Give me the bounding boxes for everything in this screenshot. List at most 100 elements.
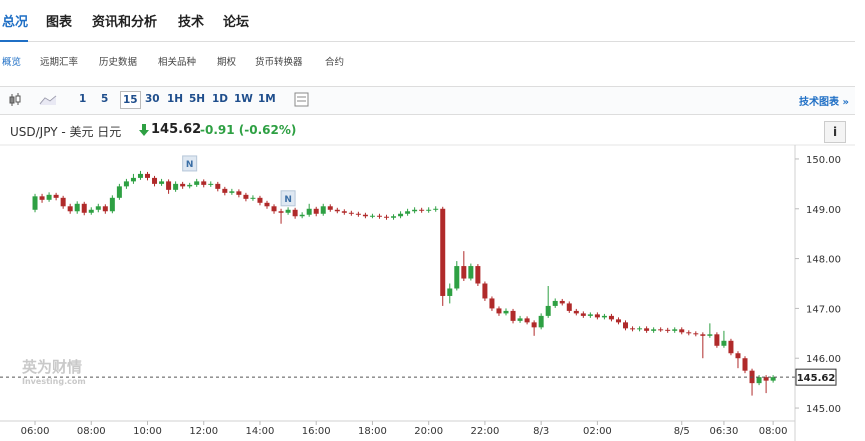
candle-body (208, 183, 214, 185)
candle-body (299, 214, 305, 217)
nav-tab[interactable]: 资讯和分析 (92, 15, 158, 30)
x-tick-label: 08:00 (759, 426, 788, 437)
news-marker-label: N (284, 195, 292, 205)
candle-body (341, 211, 347, 213)
x-tick-label: 16:00 (302, 426, 331, 437)
candle-body (524, 318, 530, 323)
candle-body (573, 310, 579, 314)
candle-body (109, 197, 115, 212)
interval[interactable]: 5H (189, 93, 206, 105)
toolbar-icons (9, 93, 57, 106)
candle-body (742, 358, 748, 371)
x-tick-label: 22:00 (471, 426, 500, 437)
candle-body (39, 196, 45, 200)
candle-body (426, 209, 432, 211)
nav-border (0, 41, 855, 42)
candle-body (489, 298, 495, 309)
candle-body (229, 191, 235, 193)
interval[interactable]: 1 (79, 93, 87, 105)
candle-body (447, 288, 453, 296)
nav-tab[interactable]: 技术 (178, 15, 205, 30)
sub-tab[interactable]: 合约 (325, 57, 345, 68)
candle-body (672, 329, 678, 331)
candle-body (74, 203, 80, 212)
news-marker-label: N (186, 160, 194, 170)
interval[interactable]: 1M (258, 93, 276, 105)
candle-body (327, 206, 333, 210)
candle-body (587, 314, 593, 316)
candle-body (707, 334, 713, 336)
x-tick-label: 06:00 (21, 426, 50, 437)
candle-body (468, 266, 474, 279)
change: -0.91 (-0.62%) (200, 123, 297, 137)
sub-tab[interactable]: 相关品种 (158, 57, 197, 68)
info-button[interactable]: i (824, 121, 846, 143)
candle-body (215, 183, 221, 189)
interval[interactable]: 30 (145, 93, 160, 105)
candle-body (376, 215, 382, 217)
news-marker[interactable] (182, 155, 198, 172)
sub-tab[interactable]: 历史数据 (99, 57, 138, 68)
candle-body (32, 196, 38, 210)
interval[interactable]: 1H (167, 93, 184, 105)
x-tick-label: 06:30 (710, 426, 739, 437)
candle-body (180, 183, 186, 187)
candle-body (257, 197, 263, 203)
candle-body (88, 209, 94, 213)
candle-body (362, 214, 368, 217)
nav-tab[interactable]: 论坛 (223, 15, 250, 30)
nav-tab[interactable]: 总况 (2, 15, 29, 30)
x-tick-label: 18:00 (358, 426, 387, 437)
x-tick-label: 12:00 (189, 426, 218, 437)
interval[interactable]: 1W (234, 93, 253, 105)
candle-body (644, 328, 650, 331)
candle-body (608, 315, 614, 320)
sub-tab[interactable]: 远期汇率 (40, 57, 79, 68)
candle-body (391, 216, 397, 218)
interval[interactable]: 15 (120, 91, 141, 109)
x-tick-label: 8/5 (674, 426, 690, 437)
settings-icon[interactable] (294, 91, 310, 109)
candle-body (278, 211, 284, 213)
candle-body (601, 315, 607, 318)
candle-body (637, 328, 643, 330)
candle-body (630, 328, 636, 330)
candle-body (623, 322, 629, 329)
x-tick-label: 02:00 (583, 426, 612, 437)
candle-body (313, 208, 319, 214)
sub-tab[interactable]: 货币转换器 (255, 57, 303, 68)
sub-tab[interactable]: 期权 (217, 57, 237, 68)
candle-body (510, 310, 516, 321)
interval[interactable]: 1D (212, 93, 229, 105)
candle-body (714, 334, 720, 346)
candle-body (236, 191, 242, 195)
y-tick-label: 146.00 (806, 354, 841, 365)
interval[interactable]: 5 (101, 93, 109, 105)
tech-chart-link[interactable]: 技术图表 » (799, 97, 849, 108)
candle-body (152, 177, 158, 184)
candle-body (412, 209, 418, 212)
sub-tab[interactable]: 概览 (2, 57, 22, 68)
last-price-box (795, 368, 837, 386)
candle-body (187, 184, 193, 187)
candle-body (60, 197, 66, 207)
candle-body (763, 377, 769, 381)
candle-body (194, 181, 200, 185)
candle-body (580, 313, 586, 316)
y-tick-label: 148.00 (806, 255, 841, 266)
news-marker[interactable] (280, 190, 296, 207)
candle-body (728, 340, 734, 354)
price: 145.62 (151, 122, 202, 137)
x-tick-label: 14:00 (246, 426, 275, 437)
candle-body (482, 283, 488, 299)
candle-body (173, 183, 179, 190)
candle-body (95, 206, 101, 210)
instrument: USD/JPY - 美元 日元 (10, 125, 122, 139)
x-tick-label: 10:00 (133, 426, 162, 437)
y-tick-label: 147.00 (806, 304, 841, 315)
candle-body (559, 300, 565, 304)
down-arrow (139, 124, 149, 136)
candle-body (46, 194, 52, 200)
nav-tab[interactable]: 图表 (46, 15, 73, 30)
